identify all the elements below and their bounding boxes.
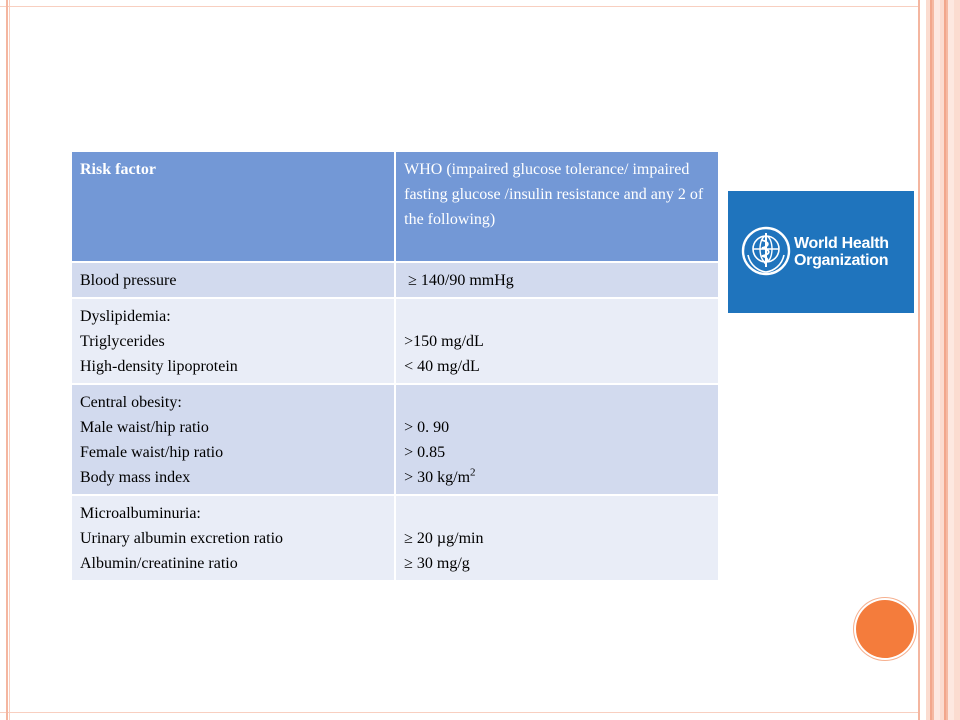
male-ratio-value: > 0. 90 xyxy=(404,419,450,436)
female-ratio-value: > 0.85 xyxy=(404,444,446,461)
slide-frame-right-line xyxy=(918,0,920,720)
table-row-central-obesity: Central obesity: Male waist/hip ratio Fe… xyxy=(72,384,720,496)
microalbuminuria-title: Microalbuminuria: xyxy=(80,505,201,522)
who-logo-line2: Organization xyxy=(794,252,889,269)
uaer-value: ≥ 20 µg/min xyxy=(404,530,484,547)
header-who-criteria: WHO (impaired glucose tolerance/ impaire… xyxy=(395,152,720,263)
table-row-dyslipidemia: Dyslipidemia: Triglycerides High-density… xyxy=(72,298,720,385)
triglycerides-label: Triglycerides xyxy=(80,333,165,350)
slide-frame-left-line xyxy=(6,0,8,720)
hdl-label: High-density lipoprotein xyxy=(80,358,238,375)
table-row-blood-pressure: Blood pressure ≥ 140/90 mmHg xyxy=(72,262,720,299)
slide-frame-right-stripe xyxy=(930,0,932,720)
table-cell: Blood pressure xyxy=(72,262,397,299)
acr-label: Albumin/creatinine ratio xyxy=(80,555,238,572)
table-cell: >150 mg/dL < 40 mg/dL xyxy=(395,298,720,385)
dyslipidemia-title: Dyslipidemia: xyxy=(80,308,171,325)
table-cell: Microalbuminuria: Urinary albumin excret… xyxy=(72,495,397,582)
table-cell: Dyslipidemia: Triglycerides High-density… xyxy=(72,298,397,385)
blood-pressure-label: Blood pressure xyxy=(80,272,177,289)
female-ratio-label: Female waist/hip ratio xyxy=(80,444,224,461)
slide-frame-top-line xyxy=(0,6,920,7)
header-risk-factor-label: Risk factor xyxy=(80,161,156,178)
table-cell: ≥ 20 µg/min ≥ 30 mg/g xyxy=(395,495,720,582)
bmi-value: > 30 kg/m xyxy=(404,469,471,486)
table-cell: Central obesity: Male waist/hip ratio Fe… xyxy=(72,384,397,496)
table-row-microalbuminuria: Microalbuminuria: Urinary albumin excret… xyxy=(72,495,720,582)
header-risk-factor: Risk factor xyxy=(72,152,397,263)
table-header-row: Risk factor WHO (impaired glucose tolera… xyxy=(72,152,720,263)
table-cell: ≥ 140/90 mmHg xyxy=(395,262,720,299)
central-obesity-title: Central obesity: xyxy=(80,394,182,411)
header-who-criteria-label: WHO (impaired glucose tolerance/ impaire… xyxy=(404,161,704,228)
slide-frame-left-line-inner xyxy=(9,0,10,720)
uaer-label: Urinary albumin excretion ratio xyxy=(80,530,284,547)
decorative-orange-circle xyxy=(856,600,914,658)
bmi-label: Body mass index xyxy=(80,469,191,486)
bmi-value-line: > 30 kg/m2 xyxy=(404,465,710,490)
who-logo-text: World Health Organization xyxy=(794,235,889,269)
triglycerides-value: >150 mg/dL xyxy=(404,333,484,350)
who-emblem-icon xyxy=(741,226,791,276)
who-logo: World Health Organization xyxy=(728,191,914,313)
who-logo-line1: World Health xyxy=(794,235,889,252)
hdl-value: < 40 mg/dL xyxy=(404,358,480,375)
slide-frame-right-stripe xyxy=(944,0,946,720)
bmi-superscript: 2 xyxy=(470,466,476,479)
risk-factor-table: Risk factor WHO (impaired glucose tolera… xyxy=(72,152,720,582)
slide-frame-bottom-line xyxy=(0,712,920,713)
male-ratio-label: Male waist/hip ratio xyxy=(80,419,209,436)
blood-pressure-value: ≥ 140/90 mmHg xyxy=(408,272,514,289)
table-cell: > 0. 90 > 0.85 > 30 kg/m2 xyxy=(395,384,720,496)
acr-value: ≥ 30 mg/g xyxy=(404,555,470,572)
